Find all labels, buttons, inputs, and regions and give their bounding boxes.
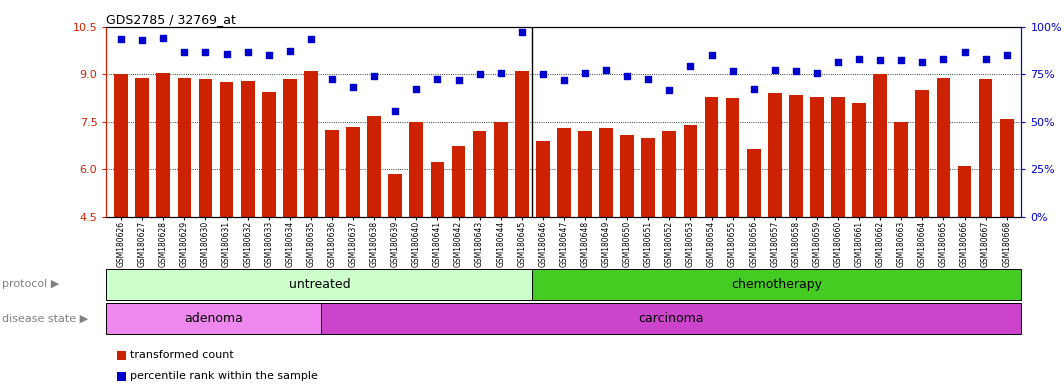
Bar	[642, 138, 655, 217]
Point	[493, 70, 510, 76]
Point	[471, 71, 488, 78]
Bar	[768, 93, 782, 217]
Bar	[283, 79, 297, 217]
Bar	[156, 73, 170, 217]
Point	[513, 28, 530, 35]
Bar	[106, 303, 321, 334]
Bar	[979, 79, 993, 217]
Bar	[936, 78, 950, 217]
Bar	[532, 269, 1021, 300]
Text: percentile rank within the sample: percentile rank within the sample	[130, 371, 318, 381]
Bar	[472, 131, 486, 217]
Text: chemotherapy: chemotherapy	[731, 278, 822, 291]
Bar	[451, 146, 465, 217]
Point	[261, 52, 278, 58]
Text: carcinoma: carcinoma	[638, 312, 704, 325]
Point	[555, 77, 572, 83]
Bar	[388, 174, 402, 217]
Point	[766, 66, 783, 73]
Point	[977, 56, 994, 62]
Point	[682, 63, 699, 70]
Bar	[704, 97, 718, 217]
Point	[577, 70, 594, 76]
Point	[345, 84, 362, 90]
Point	[113, 36, 130, 42]
Point	[429, 76, 446, 82]
Bar	[199, 79, 213, 217]
Bar	[810, 97, 824, 217]
Bar	[135, 78, 149, 217]
Bar	[326, 130, 338, 217]
Text: untreated: untreated	[288, 278, 350, 291]
Bar	[915, 90, 929, 217]
Point	[787, 68, 804, 74]
Point	[661, 87, 678, 93]
Point	[408, 86, 425, 92]
Point	[618, 73, 635, 79]
Bar	[515, 71, 529, 217]
Text: GDS2785 / 32769_at: GDS2785 / 32769_at	[106, 13, 236, 26]
Bar	[410, 122, 423, 217]
Bar	[874, 74, 887, 217]
Bar	[895, 122, 908, 217]
Point	[450, 77, 467, 83]
Bar	[558, 128, 570, 217]
Bar	[220, 82, 233, 217]
Point	[155, 35, 172, 41]
Bar	[831, 97, 845, 217]
Point	[850, 56, 867, 62]
Point	[745, 86, 762, 92]
Bar	[789, 95, 802, 217]
Bar	[178, 78, 192, 217]
Point	[323, 76, 340, 82]
Bar	[958, 166, 971, 217]
Point	[914, 59, 931, 65]
Point	[809, 70, 826, 76]
Bar	[431, 162, 445, 217]
Bar	[346, 127, 360, 217]
Point	[703, 52, 720, 58]
Point	[302, 36, 319, 42]
Bar	[262, 92, 276, 217]
Bar	[852, 103, 866, 217]
Bar	[536, 141, 550, 217]
Bar	[726, 98, 739, 217]
Point	[534, 71, 551, 78]
Point	[176, 48, 193, 55]
Point	[386, 108, 403, 114]
Bar	[1000, 119, 1014, 217]
Point	[134, 37, 151, 43]
Bar	[240, 81, 254, 217]
Point	[830, 59, 847, 65]
Point	[281, 48, 298, 54]
Point	[893, 57, 910, 63]
Point	[197, 48, 214, 55]
Bar	[114, 74, 128, 217]
Bar	[747, 149, 761, 217]
Point	[218, 51, 235, 57]
Point	[366, 73, 383, 79]
Point	[955, 49, 972, 55]
Point	[598, 66, 615, 73]
Bar	[494, 122, 508, 217]
Bar	[599, 128, 613, 217]
Bar	[304, 71, 318, 217]
Bar	[663, 131, 677, 217]
Point	[935, 56, 952, 62]
Bar	[620, 135, 634, 217]
Bar	[367, 116, 381, 217]
Bar	[578, 131, 592, 217]
Text: disease state ▶: disease state ▶	[2, 314, 88, 324]
Point	[871, 57, 888, 63]
Text: protocol ▶: protocol ▶	[2, 279, 60, 289]
Bar	[683, 125, 697, 217]
Point	[998, 52, 1015, 58]
Text: adenoma: adenoma	[184, 312, 244, 325]
Text: transformed count: transformed count	[130, 350, 234, 360]
Point	[639, 76, 656, 82]
Point	[725, 68, 742, 74]
Point	[239, 48, 256, 55]
Bar	[321, 303, 1021, 334]
Bar	[106, 269, 532, 300]
